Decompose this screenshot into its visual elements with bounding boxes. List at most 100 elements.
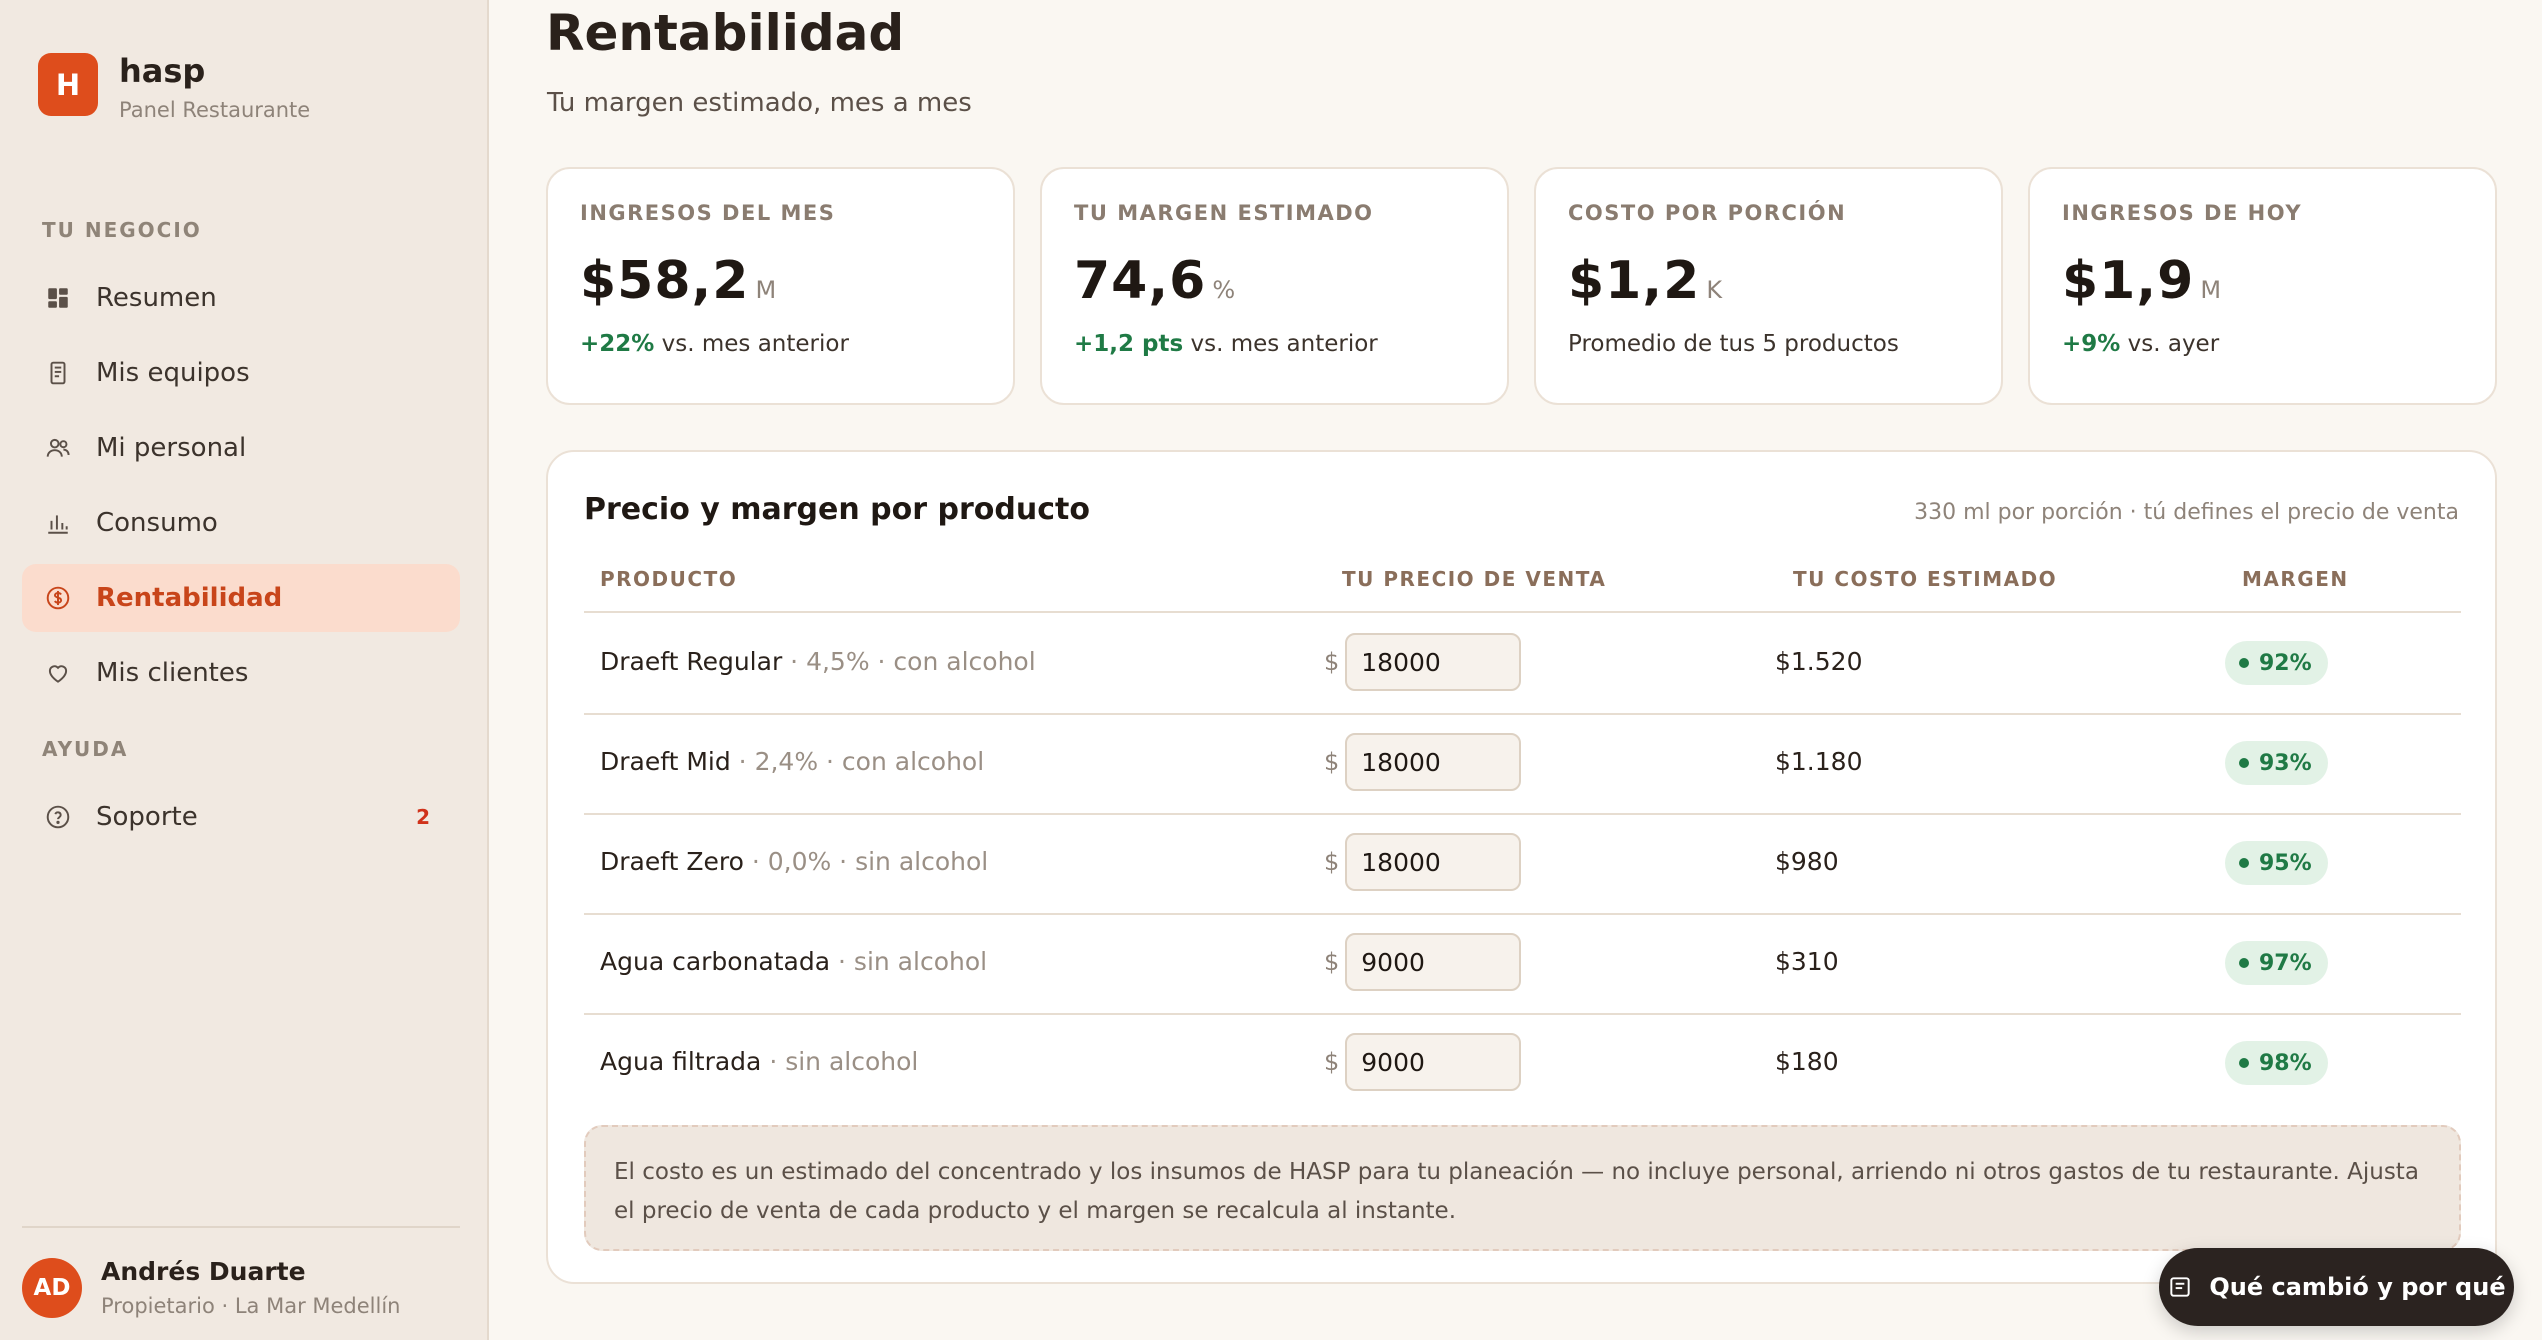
column-header-cost: TU COSTO ESTIMADO	[1793, 567, 2058, 591]
table-divider	[584, 713, 2461, 715]
kpi-label: TU MARGEN ESTIMADO	[1074, 201, 1374, 225]
kpi-unit: %	[1212, 276, 1236, 304]
kpi-unit: M	[755, 276, 777, 304]
sidebar: H hasp Panel Restaurante TU NEGOCIO Resu…	[0, 0, 489, 1340]
currency-symbol: $	[1324, 848, 1340, 876]
product-name: Draeft Regular	[600, 647, 783, 676]
currency-symbol: $	[1324, 948, 1340, 976]
dashboard-icon	[44, 284, 72, 312]
status-dot-icon	[2239, 858, 2249, 868]
table-row: Draeft Mid · 2,4% · con alcohol $ $1.180…	[584, 713, 2461, 813]
product-name: Draeft Zero	[600, 847, 744, 876]
price-input[interactable]	[1345, 933, 1522, 991]
sidebar-item-label: Consumo	[96, 508, 218, 538]
kpi-delta: +9%	[2062, 331, 2121, 357]
cost-value: $1.520	[1775, 647, 1863, 676]
kpi-card-ingresos-hoy: INGRESOS DE HOY $1,9 M +9% vs. ayer	[2028, 167, 2497, 405]
column-header-product: PRODUCTO	[600, 567, 738, 591]
brand-subtitle: Panel Restaurante	[119, 98, 311, 122]
column-header-price: TU PRECIO DE VENTA	[1342, 567, 1607, 591]
page-subtitle: Tu margen estimado, mes a mes	[547, 88, 972, 118]
margin-badge: 93%	[2225, 741, 2328, 785]
kpi-label: INGRESOS DEL MES	[580, 201, 836, 225]
table-row: Draeft Zero · 0,0% · sin alcohol $ $980 …	[584, 813, 2461, 913]
panel-title: Precio y margen por producto	[584, 492, 1090, 527]
device-icon	[44, 359, 72, 387]
kpi-value: $58,2	[580, 251, 750, 311]
table-row: Agua filtrada · sin alcohol $ $180 98%	[584, 1013, 2461, 1113]
margin-value: 97%	[2259, 950, 2312, 976]
kpi-value: $1,9	[2062, 251, 2195, 311]
product-name: Draeft Mid	[600, 747, 731, 776]
status-dot-icon	[2239, 658, 2249, 668]
margin-value: 93%	[2259, 750, 2312, 776]
sidebar-item-equipos[interactable]: Mis equipos	[22, 339, 460, 407]
what-changed-button[interactable]: Qué cambió y por qué	[2159, 1248, 2514, 1326]
avatar: AD	[22, 1257, 82, 1318]
kpi-card-ingresos-mes: INGRESOS DEL MES $58,2 M +22% vs. mes an…	[546, 167, 1015, 405]
kpi-foot: vs. ayer	[2120, 331, 2220, 357]
sidebar-item-label: Rentabilidad	[96, 583, 283, 613]
price-input[interactable]	[1345, 1033, 1522, 1091]
cost-value: $980	[1775, 847, 1839, 876]
nav-section-business: TU NEGOCIO	[42, 218, 202, 242]
kpi-unit: M	[2200, 276, 2222, 304]
kpi-label: COSTO POR PORCIÓN	[1568, 201, 1847, 225]
kpi-unit: K	[1706, 276, 1723, 304]
kpi-card-margen: TU MARGEN ESTIMADO 74,6 % +1,2 pts vs. m…	[1040, 167, 1509, 405]
kpi-value: $1,2	[1568, 251, 1701, 311]
sidebar-divider	[22, 1226, 460, 1228]
cost-value: $1.180	[1775, 747, 1863, 776]
price-input[interactable]	[1345, 633, 1522, 691]
table-row: Agua carbonatada · sin alcohol $ $310 97…	[584, 913, 2461, 1013]
margin-badge: 98%	[2225, 1041, 2328, 1085]
margin-badge: 97%	[2225, 941, 2328, 985]
column-header-margin: MARGEN	[2242, 567, 2349, 591]
heart-icon	[44, 659, 72, 687]
kpi-delta: +1,2 pts	[1074, 331, 1184, 357]
sidebar-item-clientes[interactable]: Mis clientes	[22, 639, 460, 707]
product-name: Agua filtrada	[600, 1047, 762, 1076]
dollar-circle-icon	[44, 584, 72, 612]
support-count-badge: 2	[416, 805, 430, 829]
product-meta: · 2,4% · con alcohol	[730, 747, 985, 776]
user-role: Propietario · La Mar Medellín	[101, 1294, 401, 1318]
cost-disclaimer: El costo es un estimado del concentrado …	[584, 1125, 2461, 1251]
brand[interactable]: H hasp Panel Restaurante	[38, 53, 310, 122]
help-circle-icon	[44, 803, 72, 831]
cost-value: $180	[1775, 1047, 1839, 1076]
currency-symbol: $	[1324, 748, 1340, 776]
status-dot-icon	[2239, 758, 2249, 768]
kpi-foot: vs. mes anterior	[1183, 331, 1378, 357]
notes-icon	[2167, 1274, 2193, 1300]
sidebar-item-soporte[interactable]: Soporte 2	[22, 783, 460, 851]
cost-value: $310	[1775, 947, 1839, 976]
brand-name: hasp	[119, 52, 206, 90]
user-profile[interactable]: AD Andrés Duarte Propietario · La Mar Me…	[22, 1257, 401, 1318]
page-title: Rentabilidad	[546, 4, 905, 62]
sidebar-item-label: Mis equipos	[96, 358, 250, 388]
product-margin-panel: Precio y margen por producto 330 ml por …	[546, 450, 2497, 1284]
sidebar-item-label: Resumen	[96, 283, 217, 313]
table-divider	[584, 611, 2461, 613]
kpi-value: 74,6	[1074, 251, 1207, 311]
sidebar-item-rentabilidad[interactable]: Rentabilidad	[22, 564, 460, 632]
sidebar-item-personal[interactable]: Mi personal	[22, 414, 460, 482]
user-name: Andrés Duarte	[101, 1257, 306, 1286]
sidebar-item-label: Soporte	[96, 802, 198, 832]
kpi-delta: +22%	[580, 331, 655, 357]
price-input[interactable]	[1345, 833, 1522, 891]
product-meta: · sin alcohol	[830, 947, 988, 976]
margin-value: 95%	[2259, 850, 2312, 876]
table-row: Draeft Regular · 4,5% · con alcohol $ $1…	[584, 613, 2461, 713]
price-input[interactable]	[1345, 733, 1522, 791]
sidebar-item-consumo[interactable]: Consumo	[22, 489, 460, 557]
kpi-card-costo-porcion: COSTO POR PORCIÓN $1,2 K Promedio de tus…	[1534, 167, 2003, 405]
kpi-foot: vs. mes anterior	[654, 331, 849, 357]
sidebar-item-label: Mi personal	[96, 433, 247, 463]
sidebar-item-resumen[interactable]: Resumen	[22, 264, 460, 332]
product-meta: · 0,0% · sin alcohol	[743, 847, 989, 876]
users-icon	[44, 434, 72, 462]
sidebar-item-label: Mis clientes	[96, 658, 249, 688]
status-dot-icon	[2239, 958, 2249, 968]
